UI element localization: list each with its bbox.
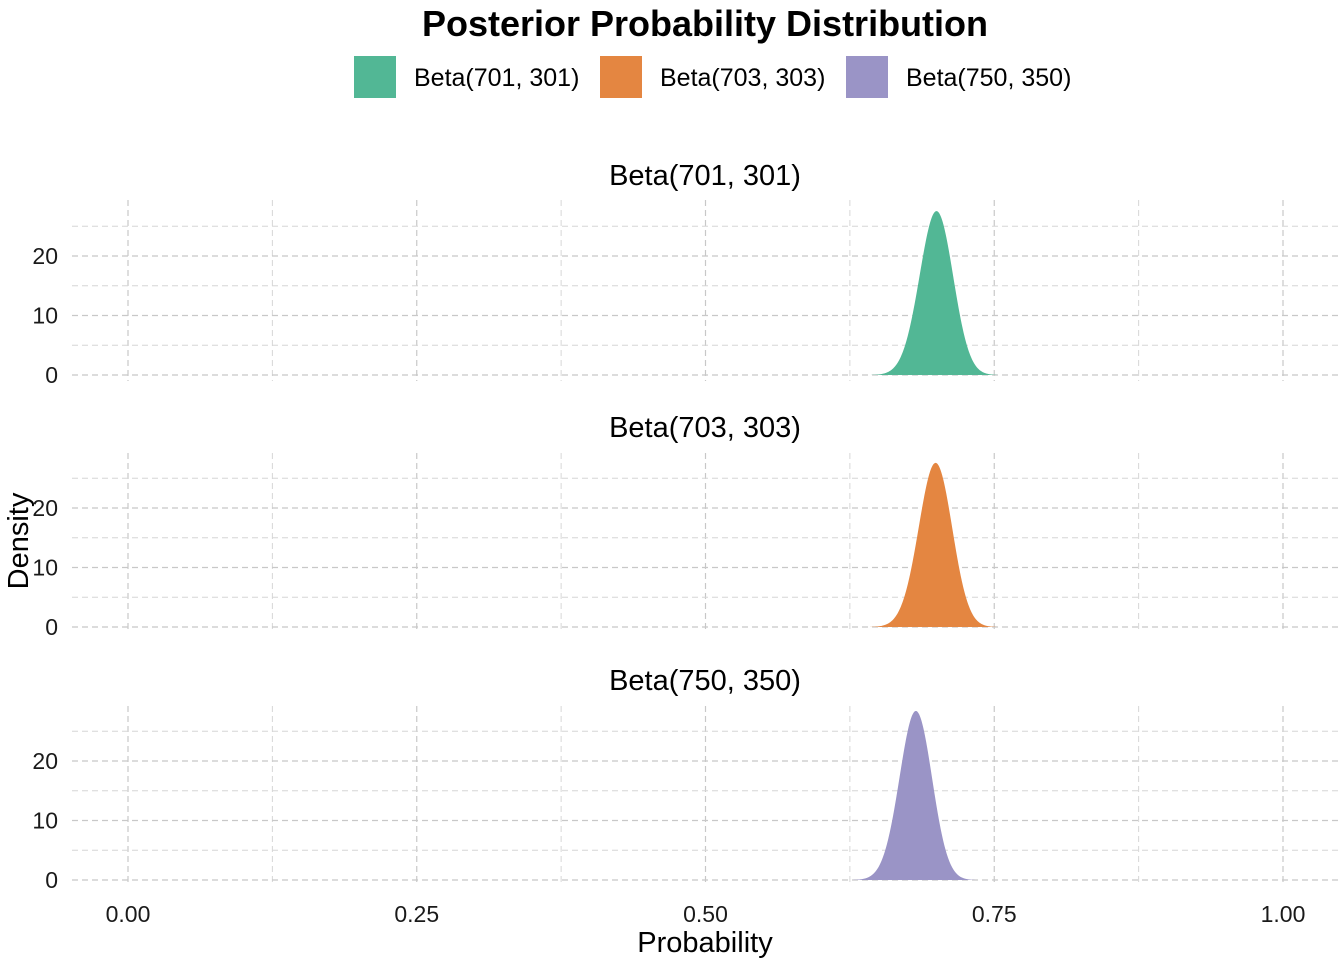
y-tick-label: 10 [32,808,58,834]
y-tick-label: 20 [32,243,58,269]
x-axis-ticks: 0.00 0.25 0.50 0.75 1.00 [106,901,1306,927]
density-area [870,462,997,627]
x-tick-label: 0.50 [683,901,728,927]
legend-label: Beta(701, 301) [414,64,579,92]
x-axis-label: Probability [637,927,773,959]
legend-label: Beta(750, 350) [906,64,1071,92]
y-tick-label: 20 [32,495,58,521]
facet-title: Beta(701, 301) [609,160,801,192]
legend-swatch [846,56,888,98]
facet-panel: Beta(703, 303) 0 10 20 [32,412,1340,640]
facet-title: Beta(703, 303) [609,412,801,444]
y-axis-label: Density [3,492,35,589]
x-tick-label: 0.00 [106,901,151,927]
y-tick-label: 0 [45,614,58,640]
facet-panel: Beta(750, 350) 0 10 20 [32,665,1340,893]
legend: Beta(701, 301) Beta(703, 303) Beta(750, 35… [354,56,1071,98]
facet-title: Beta(750, 350) [609,665,801,697]
y-tick-label: 0 [45,362,58,388]
legend-label: Beta(703, 303) [660,64,825,92]
x-tick-label: 0.75 [972,901,1017,927]
y-tick-label: 20 [32,748,58,774]
y-tick-label: 10 [32,555,58,581]
facet-panel: Beta(701, 301) 0 10 20 [32,160,1340,388]
x-tick-label: 0.25 [394,901,439,927]
y-tick-label: 10 [32,303,58,329]
density-area [852,710,976,880]
density-area [871,211,998,375]
legend-swatch [354,56,396,98]
legend-swatch [600,56,642,98]
x-tick-label: 1.00 [1261,901,1306,927]
chart-title: Posterior Probability Distribution [422,3,988,44]
y-tick-label: 0 [45,867,58,893]
